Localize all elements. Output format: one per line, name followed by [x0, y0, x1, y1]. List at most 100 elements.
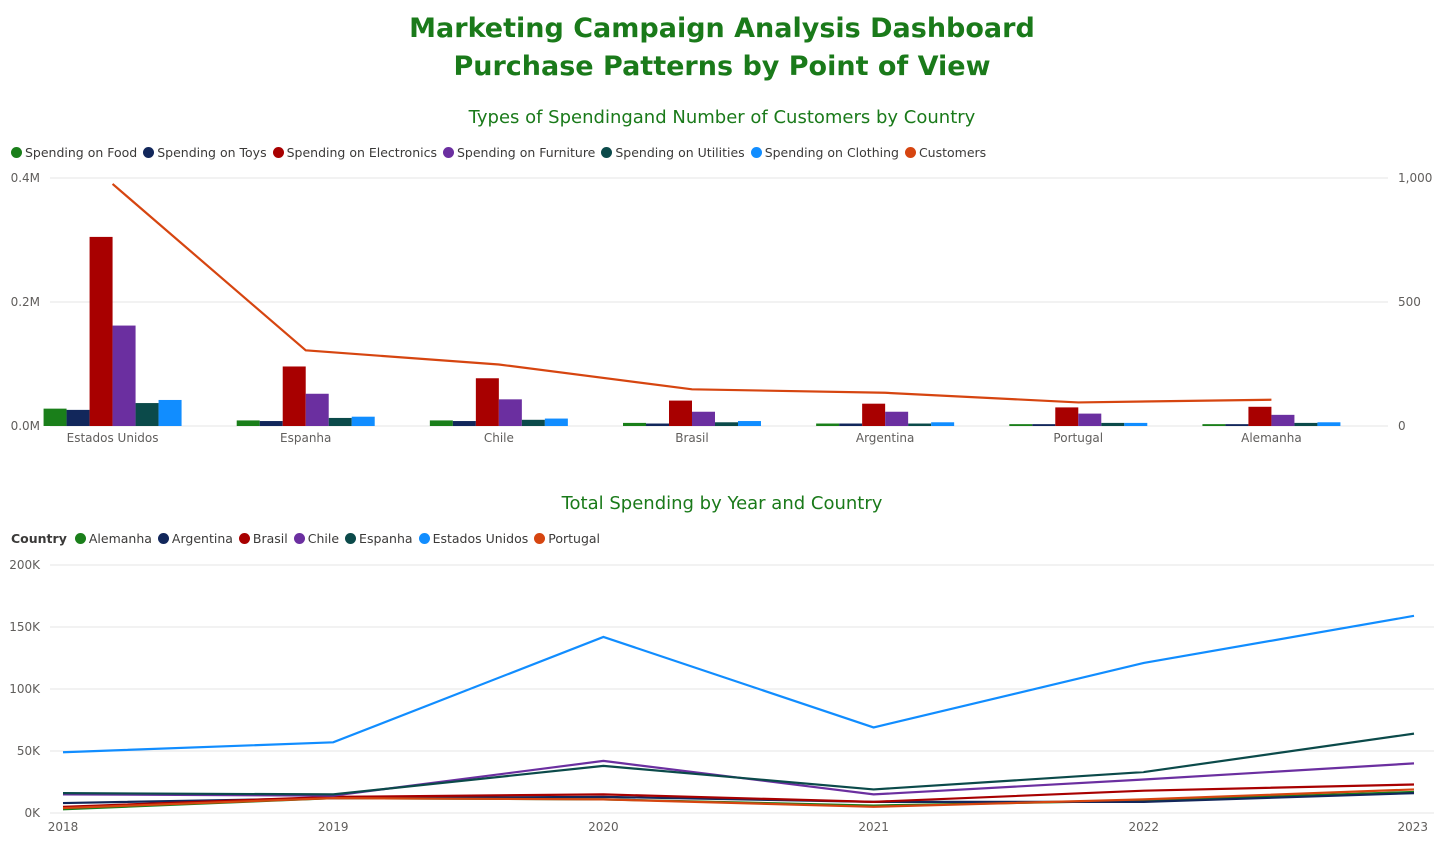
legend-label: Espanha [359, 531, 413, 546]
x-tick-label: Estados Unidos [67, 431, 159, 445]
bar-spending-on-toys-portugal [1032, 424, 1056, 426]
legend-item-spending-on-electronics[interactable]: Spending on Electronics [272, 145, 437, 160]
line-estados-unidos [62, 614, 1415, 754]
bar-spending-on-electronics-portugal [1055, 407, 1079, 426]
dashboard-title-line1: Marketing Campaign Analysis Dashboard [409, 13, 1035, 44]
bar-spending-on-utilities-espanha [328, 417, 352, 426]
bar-spending-on-utilities-portugal [1101, 422, 1125, 426]
legend-label: Spending on Toys [157, 145, 267, 160]
bar-spending-on-toys-alemanha [1225, 424, 1249, 426]
dashboard-title-line2: Purchase Patterns by Point of View [453, 51, 991, 82]
bar-spending-on-toys-chile [452, 421, 476, 426]
legend-label: Estados Unidos [432, 531, 529, 546]
y-right-tick-label: 500 [1398, 295, 1421, 309]
legend-label: Chile [307, 531, 340, 546]
bar-spending-on-furniture-brasil [692, 411, 715, 426]
legend-label: Portugal [548, 531, 601, 546]
legend-item-customers[interactable]: Customers [904, 145, 987, 160]
x-tick-label: Alemanha [1241, 431, 1302, 445]
bar-spending-on-clothing-argentina [931, 422, 955, 426]
x-tick-label: Brasil [675, 431, 708, 445]
legend-item-espanha[interactable]: Espanha [345, 531, 413, 546]
bar-spending-on-electronics-chile [475, 378, 499, 426]
bar-spending-on-electronics-alemanha [1248, 406, 1272, 426]
legend-item-argentina[interactable]: Argentina [157, 531, 233, 546]
legend-dot [418, 533, 430, 544]
legend-item-estados-unidos[interactable]: Estados Unidos [418, 531, 529, 546]
line-espanha [62, 732, 1415, 796]
x-tick-label: Portugal [1053, 431, 1103, 445]
legend-dot [750, 147, 762, 158]
x-tick-label: Espanha [280, 431, 331, 445]
legend-label: Argentina [171, 531, 233, 546]
bar-spending-on-clothing-brasil [738, 421, 761, 426]
bar-spending-on-toys-espanha [259, 421, 283, 426]
x-tick-label: Argentina [856, 431, 915, 445]
bar-spending-on-furniture-espanha [305, 393, 329, 426]
bar-spending-on-electronics-brasil [669, 400, 692, 426]
y-left-tick-label: 0.0M [11, 419, 40, 433]
y-left-tick-label: 0.4M [11, 171, 40, 185]
legend-dot [143, 147, 155, 158]
legend-item-alemanha[interactable]: Alemanha [74, 531, 152, 546]
bar-spending-on-furniture-portugal [1078, 413, 1102, 426]
legend-item-spending-on-furniture[interactable]: Spending on Furniture [442, 145, 596, 160]
chart1-svg: 0.4M 0.2M 0.0M 1,000 500 0 Estados Unidos Espan… [11, 171, 1433, 445]
bar-spending-on-food-argentina [816, 423, 840, 426]
legend-item-spending-on-toys[interactable]: Spending on Toys [143, 145, 267, 160]
chart2-title: Total Spending by Year and Country [561, 493, 883, 514]
legend-dot [272, 147, 284, 158]
line-portugal [62, 788, 1415, 810]
x-tick-label: 2019 [318, 820, 349, 834]
bar-spending-on-utilities-alemanha [1294, 422, 1318, 426]
bar-spending-on-food-portugal [1009, 424, 1033, 426]
legend-dot [601, 147, 613, 158]
bar-spending-on-electronics-estados-unidos [89, 236, 113, 426]
legend-item-spending-on-utilities[interactable]: Spending on Utilities [601, 145, 745, 160]
bar-spending-on-clothing-portugal [1124, 422, 1148, 426]
bar-spending-on-clothing-estados-unidos [158, 399, 182, 426]
y-right-tick-label: 0 [1398, 419, 1406, 433]
chart1-title: Types of Spendingand Number of Customers… [468, 107, 976, 128]
legend-label: Spending on Electronics [286, 145, 437, 160]
bar-spending-on-furniture-estados-unidos [112, 325, 136, 426]
legend-title: Country [11, 531, 67, 546]
y-tick-label: 200K [9, 558, 41, 572]
bar-spending-on-clothing-chile [544, 418, 568, 426]
legend-label: Spending on Furniture [456, 145, 596, 160]
legend-item-chile[interactable]: Chile [293, 531, 340, 546]
y-left-tick-label: 0.2M [11, 295, 40, 309]
y-tick-label: 150K [9, 620, 41, 634]
y-tick-label: 0K [24, 806, 41, 820]
legend-label: Spending on Utilities [615, 145, 745, 160]
legend-item-spending-on-clothing[interactable]: Spending on Clothing [750, 145, 899, 160]
legend-item-brasil[interactable]: Brasil [238, 531, 288, 546]
bar-spending-on-clothing-espanha [351, 416, 375, 426]
bar-spending-on-food-chile [429, 420, 453, 426]
x-tick-label: 2021 [858, 820, 889, 834]
x-tick-label: 2022 [1129, 820, 1160, 834]
bar-spending-on-toys-brasil [646, 423, 669, 426]
legend-label: Spending on Clothing [764, 145, 899, 160]
x-tick-label: Chile [484, 431, 514, 445]
bar-spending-on-toys-argentina [839, 423, 863, 426]
legend-item-portugal[interactable]: Portugal [534, 531, 600, 546]
legend-item-spending-on-food[interactable]: Spending on Food [11, 145, 137, 160]
legend-dot [11, 147, 22, 158]
legend-dot [904, 147, 916, 158]
bar-spending-on-furniture-argentina [885, 411, 909, 426]
bar-spending-on-electronics-argentina [862, 403, 886, 426]
bar-spending-on-utilities-brasil [715, 422, 738, 426]
legend-label: Customers [918, 145, 987, 160]
bar-spending-on-utilities-argentina [908, 423, 932, 426]
bar-spending-on-furniture-chile [498, 399, 522, 426]
bar-spending-on-furniture-alemanha [1271, 414, 1295, 426]
legend-dot [157, 533, 169, 544]
bar-spending-on-food-alemanha [1202, 424, 1226, 426]
bar-spending-on-clothing-alemanha [1317, 422, 1341, 426]
bar-spending-on-food-estados-unidos [43, 408, 67, 426]
bar-spending-on-utilities-chile [521, 419, 545, 426]
legend-dot [345, 533, 357, 544]
chart1-legend: Spending on Food Spending on Toys Spending… [11, 145, 992, 160]
